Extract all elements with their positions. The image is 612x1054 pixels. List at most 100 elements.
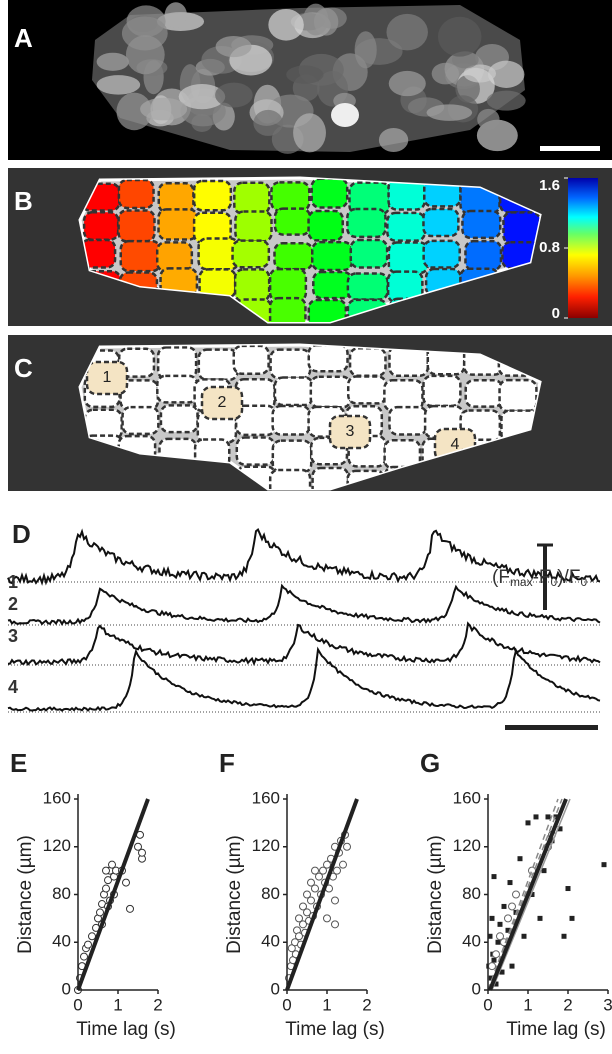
cell bbox=[426, 104, 473, 121]
trace-label: 3 bbox=[8, 626, 18, 646]
panel-label: F bbox=[219, 748, 235, 778]
cell bbox=[422, 374, 462, 408]
point bbox=[108, 860, 116, 869]
point bbox=[343, 842, 351, 851]
cell bbox=[386, 13, 428, 51]
cell bbox=[488, 60, 525, 88]
point bbox=[537, 915, 543, 921]
y-tick-label: 40 bbox=[261, 932, 280, 951]
x-tick-label: 1 bbox=[113, 995, 122, 1014]
trace bbox=[7, 646, 601, 712]
cell bbox=[235, 436, 276, 466]
cell bbox=[307, 298, 348, 322]
cell bbox=[96, 52, 129, 71]
cell bbox=[311, 466, 350, 489]
cell bbox=[119, 239, 162, 273]
point bbox=[311, 884, 319, 893]
cell bbox=[309, 375, 352, 409]
cell bbox=[231, 239, 271, 269]
cell bbox=[437, 16, 482, 57]
point bbox=[529, 892, 535, 897]
cell bbox=[273, 207, 312, 236]
cell bbox=[273, 241, 314, 271]
point bbox=[299, 902, 307, 911]
cell bbox=[178, 84, 226, 110]
y-tick-label: 160 bbox=[453, 788, 481, 807]
point bbox=[561, 933, 567, 939]
y-tick-label: 0 bbox=[271, 979, 280, 998]
point bbox=[491, 874, 497, 880]
y-tick-label: 160 bbox=[252, 788, 280, 807]
point bbox=[96, 908, 104, 917]
point bbox=[323, 860, 331, 869]
point bbox=[569, 915, 575, 921]
point bbox=[601, 862, 607, 868]
point bbox=[126, 904, 134, 913]
cell bbox=[422, 207, 460, 238]
cell bbox=[346, 375, 388, 405]
point bbox=[104, 876, 112, 885]
colorbar-ticks: 1.6 0.8 0 bbox=[539, 177, 568, 322]
point bbox=[307, 896, 315, 905]
cell bbox=[271, 439, 313, 474]
point bbox=[319, 866, 327, 875]
highlight-cell bbox=[85, 360, 129, 396]
trace-label: 2 bbox=[8, 594, 18, 614]
cell bbox=[157, 208, 199, 241]
fit-line bbox=[76, 798, 150, 991]
cell bbox=[349, 238, 389, 269]
highlight-cell bbox=[200, 385, 244, 421]
x-tick-label: 3 bbox=[603, 995, 612, 1014]
cell bbox=[271, 404, 311, 436]
point bbox=[84, 940, 92, 949]
cell bbox=[477, 108, 500, 130]
cell bbox=[307, 345, 349, 373]
panel-label: B bbox=[14, 186, 33, 216]
y-tick-label: 80 bbox=[261, 884, 280, 903]
point bbox=[545, 814, 551, 820]
point bbox=[549, 838, 555, 844]
point bbox=[504, 914, 512, 923]
cell bbox=[215, 82, 253, 108]
point bbox=[507, 880, 513, 886]
cell bbox=[192, 179, 233, 212]
cell bbox=[157, 181, 195, 214]
x-tick-label: 0 bbox=[282, 995, 291, 1014]
point bbox=[491, 957, 497, 963]
cell bbox=[269, 348, 312, 380]
cell-label: 1 bbox=[103, 369, 112, 386]
point bbox=[307, 878, 315, 887]
cell bbox=[270, 181, 311, 212]
cell bbox=[455, 75, 480, 103]
point bbox=[508, 902, 516, 911]
point bbox=[303, 890, 311, 899]
y-tick-label: 40 bbox=[52, 932, 71, 951]
point bbox=[323, 914, 331, 923]
cell bbox=[386, 211, 426, 242]
point bbox=[295, 932, 303, 941]
cell bbox=[125, 35, 165, 75]
cell bbox=[159, 404, 199, 434]
cell bbox=[502, 211, 540, 245]
point bbox=[488, 975, 494, 981]
fit-line bbox=[285, 798, 359, 991]
y-tick-label: 160 bbox=[43, 788, 71, 807]
cell bbox=[463, 64, 496, 83]
x-axis-label: Time lag (s) bbox=[506, 1019, 606, 1040]
cell bbox=[486, 90, 526, 111]
y-tick-label: 120 bbox=[453, 836, 481, 855]
colorbar-tick-label: 0 bbox=[552, 305, 560, 322]
cell bbox=[155, 241, 194, 273]
point bbox=[497, 921, 503, 927]
point bbox=[517, 856, 523, 862]
cell bbox=[268, 8, 304, 41]
point bbox=[295, 914, 303, 923]
panel-label: D bbox=[12, 519, 31, 549]
time-scale-bar bbox=[505, 725, 598, 730]
y-tick-label: 120 bbox=[43, 836, 71, 855]
cell bbox=[156, 346, 198, 380]
point bbox=[299, 920, 307, 929]
point bbox=[489, 915, 495, 921]
point bbox=[80, 952, 88, 961]
